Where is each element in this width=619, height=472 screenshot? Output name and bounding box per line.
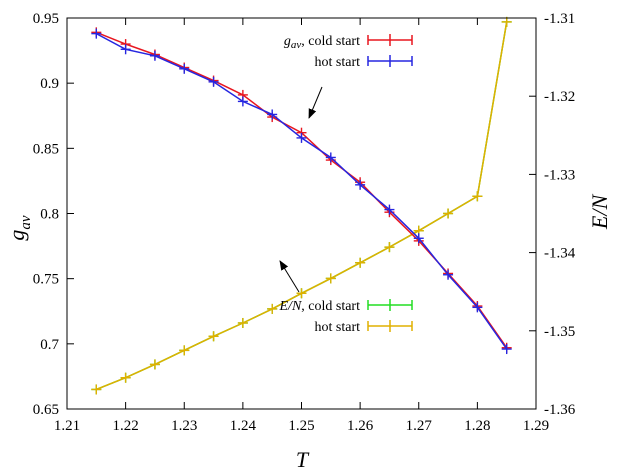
data-point — [472, 302, 483, 313]
legend-label-hot-gav: hot start — [315, 55, 361, 70]
y2-tick-label: -1.33 — [544, 167, 575, 183]
y-tick-label: 0.75 — [33, 272, 59, 288]
y-tick-label: 0.65 — [33, 402, 59, 418]
legend-swatch-gav-cold — [367, 34, 413, 46]
legend-swatch-hot-en — [367, 320, 413, 332]
data-point — [355, 179, 366, 190]
y2-tick-label: -1.36 — [544, 402, 576, 418]
y-axis-title: gav — [4, 215, 34, 241]
series-layer — [91, 16, 512, 395]
axis-ticks — [66, 17, 537, 410]
x-tick-label: 1.22 — [113, 418, 139, 434]
data-point — [384, 204, 395, 215]
data-point — [413, 233, 424, 244]
data-point — [120, 372, 131, 383]
data-point — [267, 109, 278, 120]
legend-swatch-en-cold — [367, 299, 413, 311]
y2-axis-title: E/N — [587, 194, 612, 231]
data-point — [237, 317, 248, 328]
data-point — [443, 208, 454, 219]
y2-tick-label: -1.31 — [544, 11, 575, 27]
data-point — [149, 50, 160, 61]
data-point — [208, 76, 219, 87]
series-line — [96, 21, 508, 391]
data-point — [443, 269, 454, 280]
x-tick-label: 1.25 — [288, 418, 314, 434]
y-tick-label: 0.9 — [40, 76, 59, 92]
data-point — [149, 359, 160, 370]
y-tick-label: 0.8 — [40, 207, 59, 223]
legend-label-en-cold: E/N, cold start — [279, 299, 361, 314]
data-point — [208, 331, 219, 342]
tick-labels: 1.21 1.22 1.23 1.24 1.25 1.26 1.27 1.28 1.29 0.65… — [33, 11, 576, 434]
y-tick-label: 0.7 — [40, 337, 59, 353]
y2-tick-label: -1.35 — [544, 324, 575, 340]
data-point — [355, 257, 366, 268]
annotation-arrow-gav — [308, 86, 323, 119]
x-tick-label: 1.23 — [171, 418, 197, 434]
data-point — [296, 132, 307, 143]
legend-top: gav, cold start hot start — [284, 34, 413, 70]
data-point — [325, 152, 336, 163]
y2-tick-label: -1.32 — [544, 89, 575, 105]
data-point — [237, 96, 248, 107]
x-axis-title: T — [296, 447, 310, 472]
data-point — [501, 16, 512, 27]
data-point — [179, 63, 190, 74]
legend-label-hot-en: hot start — [315, 320, 361, 335]
data-point — [91, 384, 102, 395]
legend-bottom: E/N, cold start hot start — [279, 299, 413, 335]
data-point — [384, 242, 395, 253]
y2-tick-label: -1.34 — [544, 246, 576, 262]
data-point — [501, 344, 512, 355]
data-point — [91, 28, 102, 39]
annotation-arrow-en — [279, 260, 300, 293]
data-point — [472, 191, 483, 202]
legend-swatch-hot-gav — [367, 55, 413, 67]
y-tick-label: 0.95 — [33, 11, 59, 27]
x-tick-label: 1.21 — [54, 418, 80, 434]
data-point — [325, 273, 336, 284]
data-point — [120, 44, 131, 55]
x-tick-label: 1.26 — [347, 418, 374, 434]
legend-label-gav-cold: gav, cold start — [284, 34, 360, 51]
x-tick-label: 1.28 — [464, 418, 490, 434]
x-tick-label: 1.27 — [406, 418, 433, 434]
plot-frame — [66, 17, 537, 410]
y-tick-label: 0.85 — [33, 141, 59, 157]
data-point — [296, 288, 307, 299]
data-point — [179, 345, 190, 356]
data-point — [267, 303, 278, 314]
x-tick-label: 1.24 — [230, 418, 257, 434]
x-tick-label: 1.29 — [523, 418, 549, 434]
series-line — [96, 21, 508, 391]
